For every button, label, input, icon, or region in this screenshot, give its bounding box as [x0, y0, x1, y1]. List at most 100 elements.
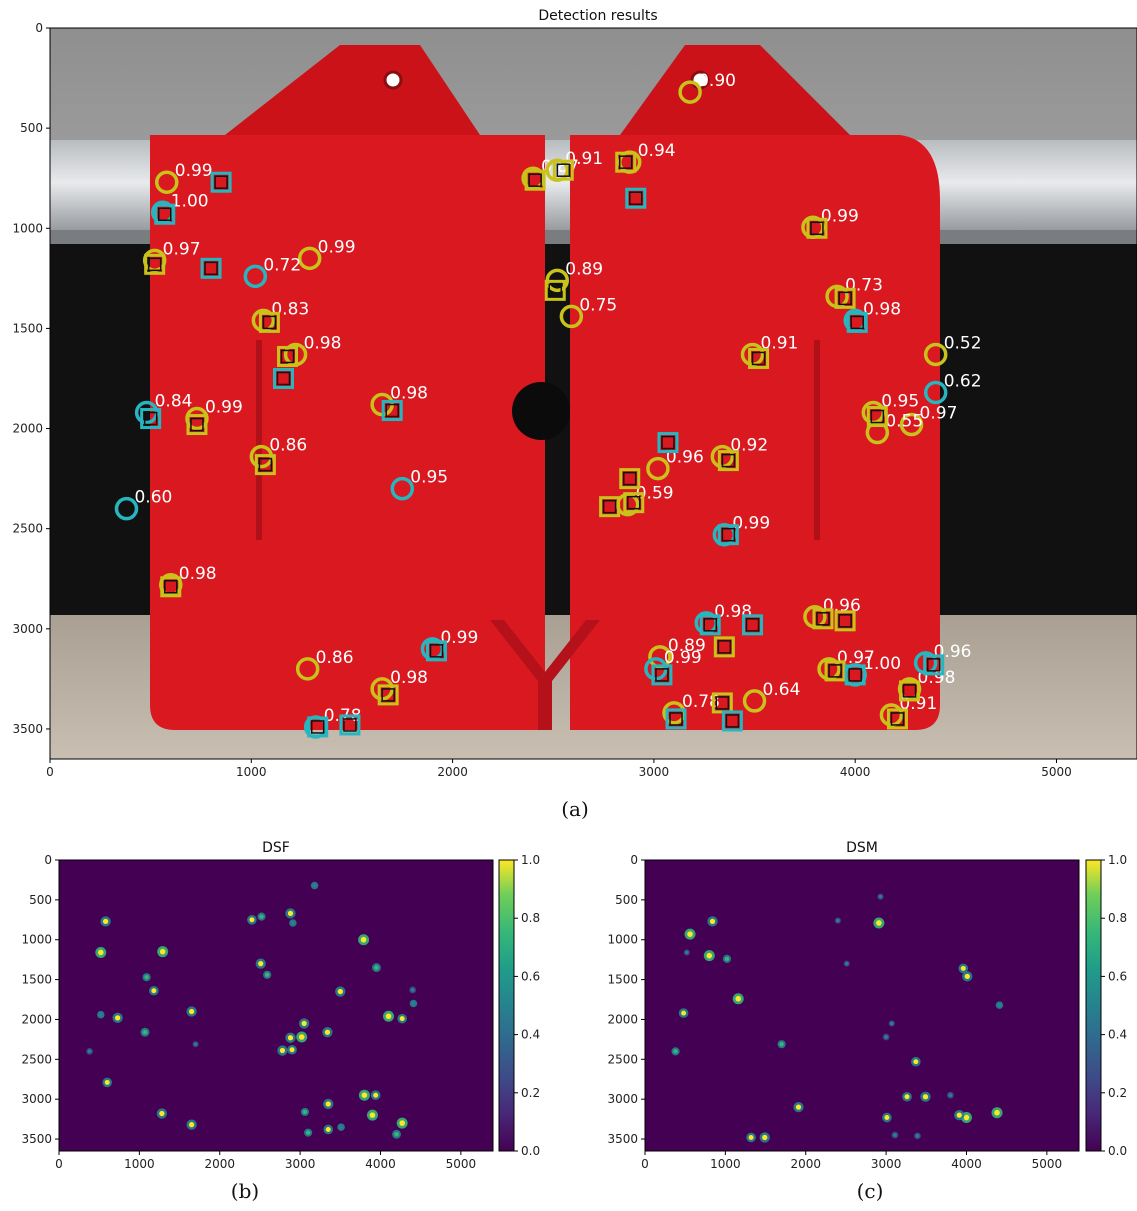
cyan-square-marker	[625, 187, 647, 209]
heat-hotspot	[337, 988, 343, 995]
square-marker-inner	[627, 495, 641, 510]
heat-hotspot	[325, 1126, 331, 1132]
yellow-square-marker	[899, 680, 921, 702]
square-marker-inner	[890, 712, 905, 726]
confidence-label: 0.89	[565, 259, 603, 279]
x-tick-label: 3000	[285, 1157, 316, 1171]
heat-hotspot	[762, 1134, 768, 1141]
confidence-label: 0.55	[885, 412, 923, 432]
x-tick-label: 0	[641, 1157, 649, 1171]
colorbar-tick-label: 0.2	[1108, 1086, 1127, 1100]
heat-hotspot	[159, 1110, 165, 1117]
yellow-square-marker	[834, 610, 856, 632]
heat-hotspot	[893, 1133, 897, 1137]
heat-hotspot	[144, 975, 149, 980]
y-tick-label: 2000	[607, 1012, 638, 1026]
square-marker-inner	[926, 658, 941, 672]
heat-hotspot	[312, 883, 317, 888]
x-tick-label: 0	[55, 1157, 63, 1171]
heat-hotspot	[795, 1104, 802, 1110]
y-tick-label: 2500	[12, 522, 43, 536]
square-marker-inner	[745, 618, 760, 632]
cyan-circle-marker	[243, 264, 268, 289]
cyan-square-marker	[717, 524, 739, 546]
cyan-square-marker	[273, 367, 295, 389]
confidence-label: 0.60	[134, 488, 172, 508]
colorbar-tick-label: 0.6	[521, 969, 540, 983]
square-marker-inner	[385, 403, 399, 418]
square-marker-inner	[850, 315, 864, 330]
confidence-label: 0.92	[730, 436, 768, 456]
square-marker-inner	[655, 668, 669, 682]
confidence-label: 0.95	[410, 468, 448, 488]
panel-a-title: Detection results	[538, 8, 657, 24]
colorbar-tick-label: 0.0	[521, 1144, 540, 1158]
heat-hotspot	[890, 1021, 894, 1026]
square-marker-inner	[622, 471, 637, 486]
cyan-square-marker	[657, 432, 679, 454]
confidence-label: 0.99	[175, 161, 213, 181]
square-marker-inner	[902, 684, 917, 698]
heat-hotspot	[361, 1092, 368, 1098]
heat-hotspot	[836, 918, 840, 923]
cyan-square-marker	[210, 171, 232, 193]
confidence-label: 0.90	[698, 71, 736, 91]
heat-hotspot	[290, 920, 295, 925]
panel-b-colorbar	[498, 859, 515, 1152]
y-tick-label: 2000	[21, 1012, 52, 1026]
confidence-label: 0.86	[269, 436, 307, 456]
heat-hotspot	[87, 1049, 92, 1054]
x-tick-label: 3000	[871, 1157, 902, 1171]
square-marker-inner	[276, 371, 291, 386]
yellow-square-marker	[806, 217, 828, 239]
heat-hotspot	[339, 1125, 344, 1130]
heat-hotspot	[997, 1003, 1002, 1008]
square-marker-inner	[721, 453, 736, 468]
heat-hotspot	[399, 1120, 405, 1126]
yellow-square-marker	[599, 496, 621, 518]
heat-hotspot	[673, 1049, 678, 1054]
y-tick-label: 0	[630, 853, 638, 867]
cyan-circle-marker	[390, 476, 415, 501]
confidence-label: 0.94	[638, 141, 676, 161]
confidence-label: 0.52	[944, 333, 982, 353]
yellow-square-marker	[866, 406, 888, 428]
square-marker-inner	[164, 580, 178, 594]
yellow-square-marker	[254, 454, 276, 476]
panel-c-axes-frame	[644, 859, 1080, 1152]
cyan-square-marker	[425, 640, 447, 662]
confidence-label: 0.99	[205, 398, 243, 418]
heat-hotspot	[188, 1122, 195, 1128]
y-tick-label: 2500	[607, 1052, 638, 1066]
x-tick-label: 1000	[710, 1157, 741, 1171]
square-marker-inner	[429, 644, 444, 658]
square-marker-inner	[715, 696, 730, 710]
square-marker-inner	[143, 411, 158, 426]
confidence-label: 0.91	[565, 149, 603, 169]
yellow-circle-marker	[923, 342, 948, 367]
square-marker-inner	[190, 417, 204, 432]
x-tick-label: 3000	[639, 765, 670, 779]
confidence-label: 0.97	[920, 404, 958, 424]
y-tick-label: 1500	[12, 321, 43, 335]
heat-hotspot	[287, 910, 294, 917]
y-tick-label: 3000	[607, 1092, 638, 1106]
square-marker-inner	[157, 207, 172, 222]
heat-hotspot	[399, 1016, 405, 1022]
square-marker-inner	[828, 664, 842, 678]
yellow-square-marker	[524, 169, 546, 191]
confidence-label: 0.99	[821, 206, 859, 226]
cyan-square-marker	[339, 714, 361, 736]
confidence-label: 0.98	[390, 668, 428, 688]
colorbar-tick-label: 1.0	[1108, 853, 1127, 867]
square-marker-inner	[848, 668, 862, 682]
square-marker-inner	[262, 315, 277, 330]
panel-b-label: (b)	[231, 1179, 259, 1203]
square-marker-inner	[556, 163, 571, 177]
heat-hotspot	[735, 995, 742, 1002]
yellow-square-marker	[717, 450, 739, 472]
square-marker-inner	[870, 409, 885, 424]
square-marker-inner	[629, 191, 643, 205]
y-tick-label: 3500	[21, 1132, 52, 1146]
colorbar-tick-label: 0.2	[521, 1086, 540, 1100]
